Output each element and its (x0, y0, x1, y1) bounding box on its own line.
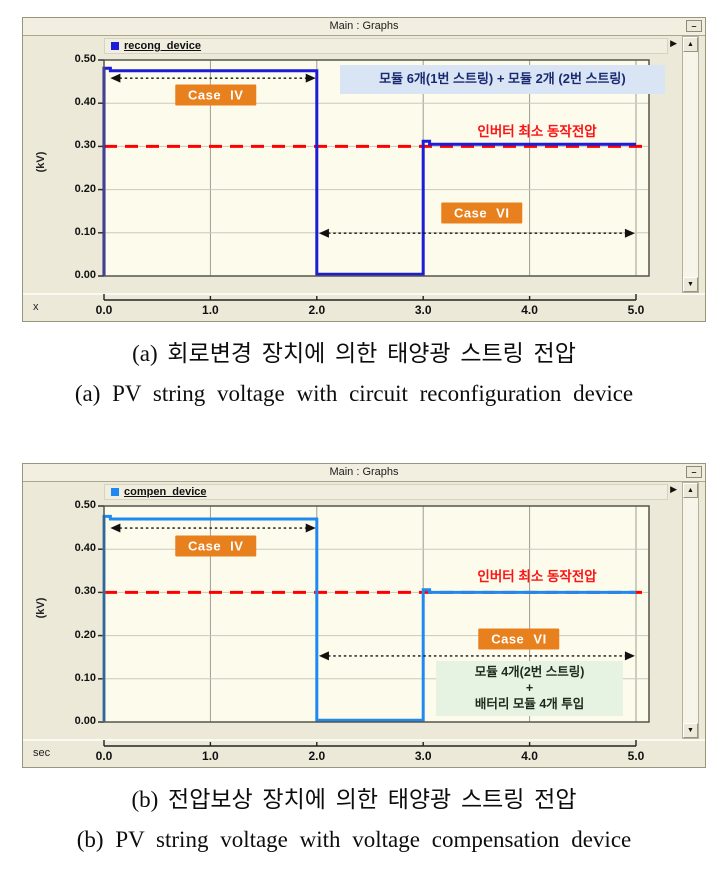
vertical-scrollbar[interactable]: ▲ ▼ (682, 36, 699, 293)
scroll-up-button[interactable]: ▲ (683, 37, 698, 52)
legend-label: recong_device (124, 40, 202, 52)
y-tick-label: 0.10 (74, 225, 96, 238)
pan-right-icon[interactable]: ▶ (670, 484, 677, 494)
caption-b-english: (b) PV string voltage with voltage compe… (76, 827, 632, 852)
chart-body: compen_device (kV) 0.00 0.10 0.20 0.30 0.40 0… (23, 482, 705, 739)
x-axis-canvas (103, 294, 637, 301)
plot-canvas (98, 505, 650, 723)
scroll-down-button[interactable]: ▼ (683, 277, 698, 292)
window-title: Main : Graphs (329, 20, 399, 32)
y-tick-label: 0.10 (74, 671, 96, 684)
x-tick-label: 2.0 (308, 749, 326, 763)
x-axis-canvas (103, 740, 637, 747)
case6-badge: Case VI (478, 628, 560, 650)
legend-swatch-icon (111, 488, 119, 496)
case4-badge: Case IV (174, 535, 257, 557)
threshold-label: 인버터 최소 동작전압 (477, 123, 597, 139)
graphs-window-a: Main : Graphs – recong_device (kV) 0.00 0… (22, 17, 706, 322)
y-axis-title: (kV) (35, 151, 47, 173)
threshold-label: 인버터 최소 동작전압 (477, 568, 597, 584)
x-tick-label: 3.0 (414, 303, 432, 317)
x-tick-label: 1.0 (202, 303, 219, 317)
y-tick-label: 0.00 (74, 269, 96, 281)
x-axis-strip: sec 0.0 1.0 2.0 3.0 4.0 5.0 (23, 739, 705, 767)
x-tick-label: 1.0 (202, 749, 219, 763)
x-axis-strip: x 0.0 1.0 2.0 3.0 4.0 5.0 (23, 293, 705, 321)
y-tick-labels: 0.00 0.10 0.20 0.30 0.40 0.50 (56, 53, 100, 281)
plot-area: Case IV Case VI 모듈 4개(2번 스트링) + 배터리 모듈 4개 투입… (98, 505, 650, 723)
scroll-down-button[interactable]: ▼ (683, 723, 698, 738)
battery-config-note: 모듈 4개(2번 스트링) + 배터리 모듈 4개 투입 (435, 660, 624, 716)
case4-span-arrow (110, 523, 316, 533)
y-tick-label: 0.00 (74, 715, 96, 727)
x-tick-label: 0.0 (95, 303, 113, 317)
y-tick-label: 0.40 (74, 542, 96, 555)
legend: recong_device (104, 38, 668, 54)
x-tick-label: 3.0 (414, 749, 432, 763)
legend-label: compen_device (124, 486, 207, 498)
string-config-note: 모듈 6개(1번 스트링) + 모듈 2개 (2번 스트링) (340, 65, 665, 95)
y-tick-label: 0.20 (74, 182, 96, 195)
x-tick-label: 5.0 (627, 749, 645, 763)
y-tick-label: 0.30 (74, 139, 96, 152)
graphs-window-b: Main : Graphs – compen_device (kV) 0.00 0… (22, 463, 706, 768)
y-axis-title: (kV) (35, 597, 47, 619)
titlebar[interactable]: Main : Graphs – (23, 18, 705, 36)
minimize-button[interactable]: – (686, 466, 702, 478)
y-tick-label: 0.50 (74, 53, 96, 65)
pan-right-icon[interactable]: ▶ (670, 38, 677, 48)
y-tick-label: 0.50 (74, 499, 96, 511)
case4-span-arrow (110, 73, 316, 83)
window-title: Main : Graphs (329, 466, 399, 478)
y-tick-labels: 0.00 0.10 0.20 0.30 0.40 0.50 (56, 499, 100, 727)
legend-swatch-icon (111, 42, 119, 50)
caption-b: (b) 전압보상 장치에 의한 태양광 스트링 전압 (b) PV string… (0, 780, 708, 853)
x-tick-label: 0.0 (95, 749, 113, 763)
plot-canvas (98, 59, 650, 277)
titlebar[interactable]: Main : Graphs – (23, 464, 705, 482)
plot-area: Case IV Case VI 모듈 6개(1번 스트링) + 모듈 2개 (2번 … (98, 59, 665, 277)
legend: compen_device (104, 484, 668, 500)
x-tick-label: 4.0 (521, 749, 538, 763)
scroll-up-button[interactable]: ▲ (683, 483, 698, 498)
x-axis-unit: x (33, 301, 39, 313)
y-tick-label: 0.40 (74, 96, 96, 109)
minimize-button[interactable]: – (686, 20, 702, 32)
caption-a: (a) 회로변경 장치에 의한 태양광 스트링 전압 (a) PV string… (0, 334, 708, 407)
x-tick-label: 4.0 (521, 303, 538, 317)
caption-a-korean: (a) 회로변경 장치에 의한 태양광 스트링 전압 (132, 341, 576, 366)
x-axis-unit: sec (33, 747, 51, 759)
x-tick-label: 5.0 (627, 303, 645, 317)
case4-badge: Case IV (174, 84, 257, 106)
y-tick-label: 0.20 (74, 628, 96, 641)
caption-a-english: (a) PV string voltage with circuit recon… (74, 381, 634, 406)
x-tick-label: 2.0 (308, 303, 326, 317)
case6-span-arrow (318, 651, 635, 661)
case6-span-arrow (318, 228, 635, 238)
caption-b-korean: (b) 전압보상 장치에 의한 태양광 스트링 전압 (131, 787, 577, 812)
vertical-scrollbar[interactable]: ▲ ▼ (682, 482, 699, 739)
case6-badge: Case VI (440, 202, 523, 224)
y-tick-label: 0.30 (74, 585, 96, 598)
chart-body: recong_device (kV) 0.00 0.10 0.20 0.30 0.40 0… (23, 36, 705, 293)
